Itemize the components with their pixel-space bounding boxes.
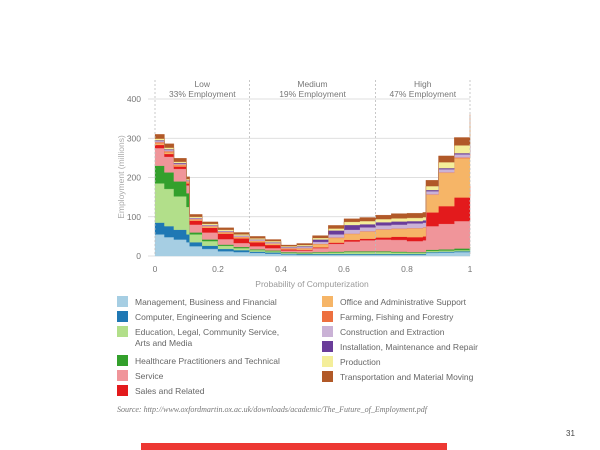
legend-swatch <box>322 326 333 337</box>
legend-label: Computer, Engineering and Science <box>135 312 272 322</box>
x-tick-labels: 0 0.2 0.4 0.6 0.8 1 <box>153 264 473 274</box>
legend-label: Transportation and Material Moving <box>340 372 474 382</box>
legend-label: Office and Administrative Support <box>340 297 466 307</box>
legend-label: Farming, Fishing and Forestry <box>340 312 454 322</box>
legend-label: Sales and Related <box>135 386 205 396</box>
legend-item: Farming, Fishing and Forestry <box>322 311 478 326</box>
legend-swatch <box>117 370 128 381</box>
legend-item: Sales and Related <box>117 385 280 400</box>
legend-label: Healthcare Practitioners and Technical <box>135 356 280 366</box>
region-label: Medium <box>297 79 327 89</box>
legend-swatch <box>322 296 333 307</box>
x-tick-label: 0 <box>153 264 158 274</box>
source-citation: Source: http://www.oxfordmartin.ox.ac.uk… <box>117 405 428 414</box>
legend-swatch <box>322 341 333 352</box>
series-areas <box>154 114 471 257</box>
legend-item: Healthcare Practitioners and Technical <box>117 355 280 370</box>
legend-item: Production <box>322 356 478 371</box>
legend-label: Management, Business and Financial <box>135 297 277 307</box>
legend-item: Installation, Maintenance and Repair <box>322 341 478 356</box>
page-number: 31 <box>566 429 575 438</box>
region-subtitle: 47% Employment <box>389 89 456 99</box>
x-tick-label: 0.8 <box>401 264 413 274</box>
legend-swatch <box>117 326 128 337</box>
y-tick-labels: 0 100 200 300 400 <box>127 94 141 261</box>
x-tick-label: 0.6 <box>338 264 350 274</box>
legend-item: Transportation and Material Moving <box>322 371 478 386</box>
y-tick-label: 400 <box>127 94 141 104</box>
legend-swatch <box>117 385 128 396</box>
y-tick-label: 300 <box>127 133 141 143</box>
x-tick-label: 1 <box>468 264 473 274</box>
legend-swatch <box>117 355 128 366</box>
legend-label: Installation, Maintenance and Repair <box>340 342 478 352</box>
legend-item: Management, Business and Financial <box>117 296 280 311</box>
legend-item: Computer, Engineering and Science <box>117 311 280 326</box>
legend-left: Management, Business and Financial Comput… <box>117 296 280 400</box>
area-transportation-and-material-moving <box>154 114 471 247</box>
region-dividers <box>154 80 471 256</box>
region-label: Low <box>194 79 210 89</box>
region-subtitle: 19% Employment <box>279 89 346 99</box>
legend-label: Production <box>340 357 381 367</box>
legend-swatch <box>322 371 333 382</box>
legend-swatch <box>117 296 128 307</box>
legend-right: Office and Administrative Support Farming… <box>322 296 478 386</box>
legend-item: Office and Administrative Support <box>322 296 478 311</box>
y-tick-label: 100 <box>127 212 141 222</box>
legend-swatch <box>322 356 333 367</box>
legend-swatch <box>117 311 128 322</box>
legend-item: Construction and Extraction <box>322 326 478 341</box>
legend-item: Education, Legal, Community Service, Art… <box>117 326 280 355</box>
region-subtitle: 33% Employment <box>169 89 236 99</box>
y-tick-label: 200 <box>127 173 141 183</box>
y-axis-label: Employment (millions) <box>116 135 126 219</box>
x-tick-label: 0.2 <box>212 264 224 274</box>
x-axis-label: Probability of Computerization <box>255 279 369 289</box>
legend-label: Construction and Extraction <box>340 327 445 337</box>
y-tick-label: 0 <box>136 251 141 261</box>
x-tick-label: 0.4 <box>275 264 287 274</box>
legend-label: Service <box>135 371 164 381</box>
region-label: High <box>414 79 432 89</box>
legend-item: Service <box>117 370 280 385</box>
footer-accent-bar <box>141 443 447 450</box>
legend-label: Education, Legal, Community Service, Art… <box>135 327 280 348</box>
legend-swatch <box>322 311 333 322</box>
